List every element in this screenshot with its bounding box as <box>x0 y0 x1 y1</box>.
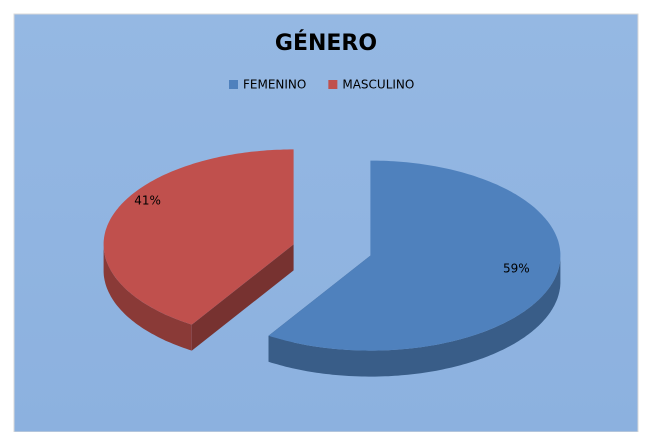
legend-label: MASCULINO <box>342 78 414 92</box>
legend-label: FEMENINO <box>243 78 306 92</box>
data-label: 41% <box>134 194 161 208</box>
slice-wall <box>268 255 561 377</box>
legend-swatch <box>328 80 338 89</box>
data-label: 59% <box>503 261 530 275</box>
slice <box>103 149 294 325</box>
legend-swatch <box>229 80 238 89</box>
chart-title: GÉNERO <box>275 30 377 56</box>
slice <box>268 160 561 351</box>
slice-wall <box>103 244 192 351</box>
slice-side <box>191 244 294 351</box>
